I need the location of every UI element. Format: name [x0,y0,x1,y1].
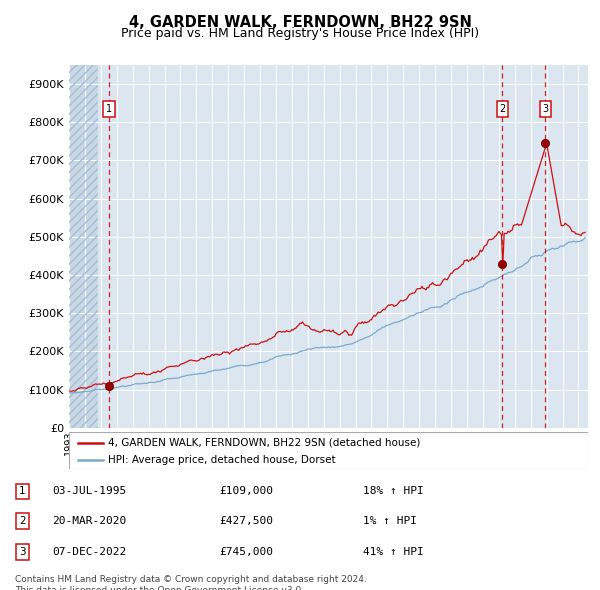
Text: 03-JUL-1995: 03-JUL-1995 [52,487,127,496]
Text: 3: 3 [19,547,26,557]
Text: £109,000: £109,000 [220,487,274,496]
Bar [69,65,98,428]
Text: 41% ↑ HPI: 41% ↑ HPI [364,547,424,557]
Text: 20-MAR-2020: 20-MAR-2020 [52,516,127,526]
Text: 1: 1 [19,487,26,496]
Text: 1% ↑ HPI: 1% ↑ HPI [364,516,418,526]
Text: 3: 3 [542,104,548,114]
Text: £745,000: £745,000 [220,547,274,557]
Bar [69,65,98,428]
Text: 07-DEC-2022: 07-DEC-2022 [52,547,127,557]
Text: £427,500: £427,500 [220,516,274,526]
Text: Price paid vs. HM Land Registry's House Price Index (HPI): Price paid vs. HM Land Registry's House … [121,27,479,40]
Text: 4, GARDEN WALK, FERNDOWN, BH22 9SN (detached house): 4, GARDEN WALK, FERNDOWN, BH22 9SN (deta… [108,438,420,448]
Text: HPI: Average price, detached house, Dorset: HPI: Average price, detached house, Dors… [108,455,335,465]
FancyBboxPatch shape [69,432,588,469]
Text: 18% ↑ HPI: 18% ↑ HPI [364,487,424,496]
Text: 2: 2 [499,104,505,114]
Text: 4, GARDEN WALK, FERNDOWN, BH22 9SN: 4, GARDEN WALK, FERNDOWN, BH22 9SN [128,15,472,30]
Text: 2: 2 [19,516,26,526]
Text: 1: 1 [106,104,112,114]
Text: Contains HM Land Registry data © Crown copyright and database right 2024.
This d: Contains HM Land Registry data © Crown c… [15,575,367,590]
